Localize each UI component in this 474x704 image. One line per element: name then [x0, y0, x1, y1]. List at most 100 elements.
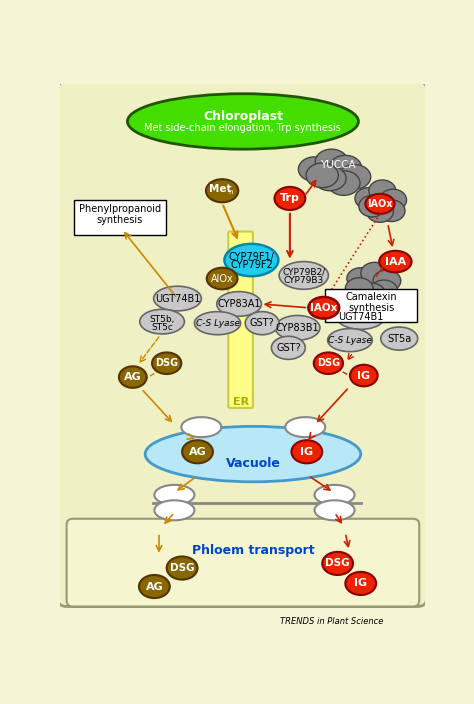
Ellipse shape [329, 156, 362, 180]
Ellipse shape [337, 305, 384, 329]
Ellipse shape [217, 291, 261, 316]
Ellipse shape [182, 417, 221, 437]
FancyBboxPatch shape [57, 82, 427, 607]
Text: Trp: Trp [280, 194, 300, 203]
Ellipse shape [380, 189, 407, 210]
Text: DSG: DSG [155, 358, 178, 368]
FancyBboxPatch shape [325, 289, 417, 322]
Ellipse shape [155, 485, 194, 505]
Ellipse shape [359, 195, 386, 217]
Ellipse shape [152, 353, 182, 374]
Text: DSG: DSG [325, 558, 350, 568]
Text: n: n [228, 189, 233, 195]
Text: Camalexin
synthesis: Camalexin synthesis [346, 291, 397, 313]
Text: CYP83B1: CYP83B1 [276, 323, 319, 333]
Text: CYP83A1: CYP83A1 [217, 299, 261, 309]
Text: Phloem transport: Phloem transport [191, 543, 314, 557]
Ellipse shape [361, 263, 389, 284]
Text: ER: ER [233, 398, 249, 408]
Text: IAOx: IAOx [310, 303, 337, 313]
Text: AG: AG [146, 582, 163, 591]
Ellipse shape [328, 329, 372, 352]
Text: IG: IG [357, 370, 370, 381]
Ellipse shape [346, 572, 376, 595]
Ellipse shape [328, 170, 360, 195]
Ellipse shape [225, 244, 278, 276]
Ellipse shape [207, 268, 237, 289]
Ellipse shape [381, 327, 418, 350]
Text: AG: AG [189, 447, 206, 457]
Ellipse shape [285, 417, 325, 437]
Text: DSG: DSG [317, 358, 340, 368]
Text: YUCCA: YUCCA [320, 160, 356, 170]
Ellipse shape [314, 353, 343, 374]
Text: Phenylpropanoid
synthesis: Phenylpropanoid synthesis [79, 204, 161, 225]
Text: ST5b,: ST5b, [149, 315, 175, 324]
Ellipse shape [355, 188, 382, 209]
Text: UGT74B1: UGT74B1 [155, 294, 200, 303]
FancyBboxPatch shape [74, 200, 166, 235]
Ellipse shape [154, 287, 201, 311]
Text: ST5a: ST5a [387, 334, 411, 344]
Ellipse shape [379, 251, 411, 272]
Text: Met side-chain elongation, Trp synthesis: Met side-chain elongation, Trp synthesis [145, 122, 341, 132]
Text: IAOx: IAOx [367, 199, 393, 209]
Ellipse shape [366, 201, 393, 222]
Text: IAA: IAA [385, 256, 406, 267]
Ellipse shape [272, 337, 305, 359]
Ellipse shape [182, 440, 213, 463]
Text: Met: Met [209, 184, 231, 194]
Ellipse shape [292, 440, 322, 463]
Ellipse shape [358, 283, 385, 305]
Text: IG: IG [354, 579, 367, 589]
Text: AlOx: AlOx [211, 274, 234, 284]
Text: UGT74B1: UGT74B1 [338, 312, 383, 322]
Ellipse shape [145, 427, 361, 482]
Text: CYP79B3: CYP79B3 [283, 275, 324, 284]
Text: ST5c: ST5c [151, 322, 173, 332]
FancyBboxPatch shape [228, 232, 253, 408]
Text: DSG: DSG [170, 563, 194, 573]
Ellipse shape [315, 485, 355, 505]
Ellipse shape [373, 270, 401, 291]
Ellipse shape [155, 501, 194, 520]
Ellipse shape [245, 312, 279, 334]
Ellipse shape [346, 278, 373, 299]
Text: CYP79F2: CYP79F2 [230, 260, 273, 270]
FancyBboxPatch shape [66, 519, 419, 607]
Ellipse shape [128, 94, 358, 149]
Text: CYP79F1/: CYP79F1/ [228, 252, 274, 262]
Ellipse shape [298, 157, 331, 182]
Ellipse shape [119, 366, 146, 388]
Ellipse shape [369, 180, 396, 201]
Ellipse shape [338, 165, 371, 189]
Ellipse shape [306, 163, 338, 188]
Ellipse shape [350, 365, 378, 386]
Ellipse shape [314, 166, 346, 191]
Text: TRENDS in Plant Science: TRENDS in Plant Science [281, 617, 384, 627]
Ellipse shape [315, 501, 355, 520]
Ellipse shape [365, 194, 395, 214]
Ellipse shape [370, 280, 398, 301]
Ellipse shape [140, 309, 184, 334]
Ellipse shape [275, 315, 320, 340]
Text: GST?: GST? [250, 318, 274, 328]
Ellipse shape [206, 180, 238, 202]
Text: GST?: GST? [276, 343, 301, 353]
Text: CYP79B2/: CYP79B2/ [282, 268, 325, 277]
Text: IG: IG [300, 447, 313, 457]
Ellipse shape [167, 556, 198, 579]
Ellipse shape [322, 552, 353, 575]
Ellipse shape [347, 268, 374, 289]
Text: C-S Lyase: C-S Lyase [328, 336, 372, 345]
Ellipse shape [378, 200, 405, 222]
Ellipse shape [309, 297, 339, 318]
Ellipse shape [315, 149, 347, 174]
Ellipse shape [139, 575, 170, 598]
Ellipse shape [274, 187, 305, 210]
Ellipse shape [279, 262, 328, 289]
Text: C-S Lyase: C-S Lyase [196, 319, 239, 327]
Text: Chloroplast: Chloroplast [203, 110, 283, 122]
Text: Vacuole: Vacuole [226, 457, 281, 470]
Text: AG: AG [124, 372, 142, 382]
